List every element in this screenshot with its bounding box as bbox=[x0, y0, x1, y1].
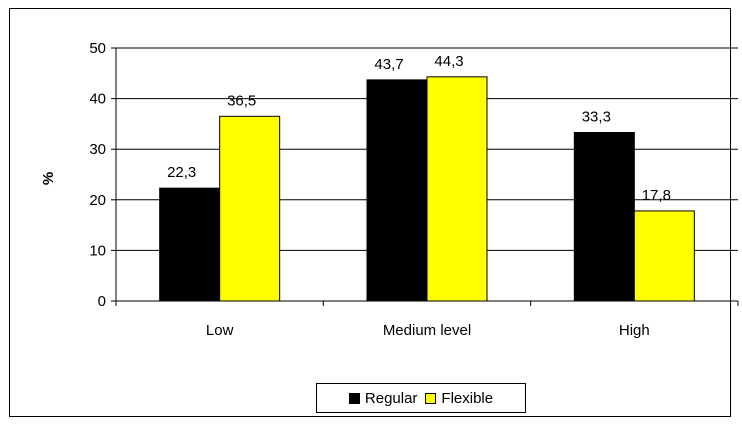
bar-flexible-low bbox=[219, 115, 281, 302]
data-label: 44,3 bbox=[434, 53, 463, 70]
legend-label-flexible: Flexible bbox=[441, 389, 494, 407]
legend-entry-regular: Regular bbox=[348, 389, 418, 407]
data-label: 17,8 bbox=[642, 187, 671, 204]
y-tick-label: 30 bbox=[89, 141, 106, 158]
legend-swatch-regular bbox=[348, 392, 360, 404]
data-label: 22,3 bbox=[167, 164, 196, 181]
bar-flexible-medium-level bbox=[426, 76, 488, 302]
y-tick-label: 40 bbox=[89, 91, 106, 108]
legend-swatch-flexible bbox=[425, 392, 437, 404]
chart-frame bbox=[9, 8, 731, 417]
bar-regular-medium-level bbox=[366, 79, 428, 302]
y-tick-label: 50 bbox=[89, 40, 106, 57]
y-tick-label: 0 bbox=[98, 293, 106, 310]
data-label: 36,5 bbox=[227, 92, 256, 109]
x-tick-label: Medium level bbox=[383, 322, 471, 339]
y-tick-label: 20 bbox=[89, 192, 106, 209]
y-tick-label: 10 bbox=[89, 242, 106, 259]
bar-regular-high bbox=[573, 132, 635, 302]
legend: Regular Flexible bbox=[316, 383, 526, 413]
legend-label-regular: Regular bbox=[364, 389, 418, 407]
y-axis-label: % bbox=[40, 172, 57, 185]
x-tick-label: Low bbox=[206, 322, 234, 339]
x-tick-label: High bbox=[619, 322, 650, 339]
data-label: 33,3 bbox=[582, 109, 611, 126]
legend-entry-flexible: Flexible bbox=[425, 390, 493, 407]
bar-regular-low bbox=[159, 187, 221, 302]
data-label: 43,7 bbox=[374, 56, 403, 73]
bar-flexible-high bbox=[633, 210, 695, 302]
